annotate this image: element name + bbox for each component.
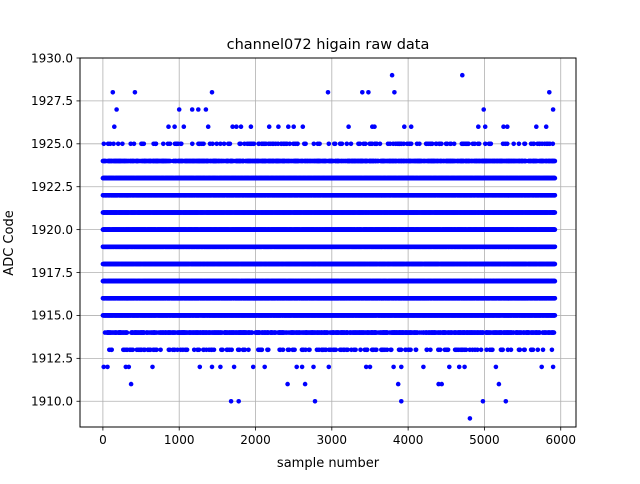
plot-area bbox=[80, 58, 576, 427]
data-point bbox=[553, 313, 558, 318]
data-point bbox=[553, 296, 558, 301]
data-point bbox=[553, 279, 558, 284]
